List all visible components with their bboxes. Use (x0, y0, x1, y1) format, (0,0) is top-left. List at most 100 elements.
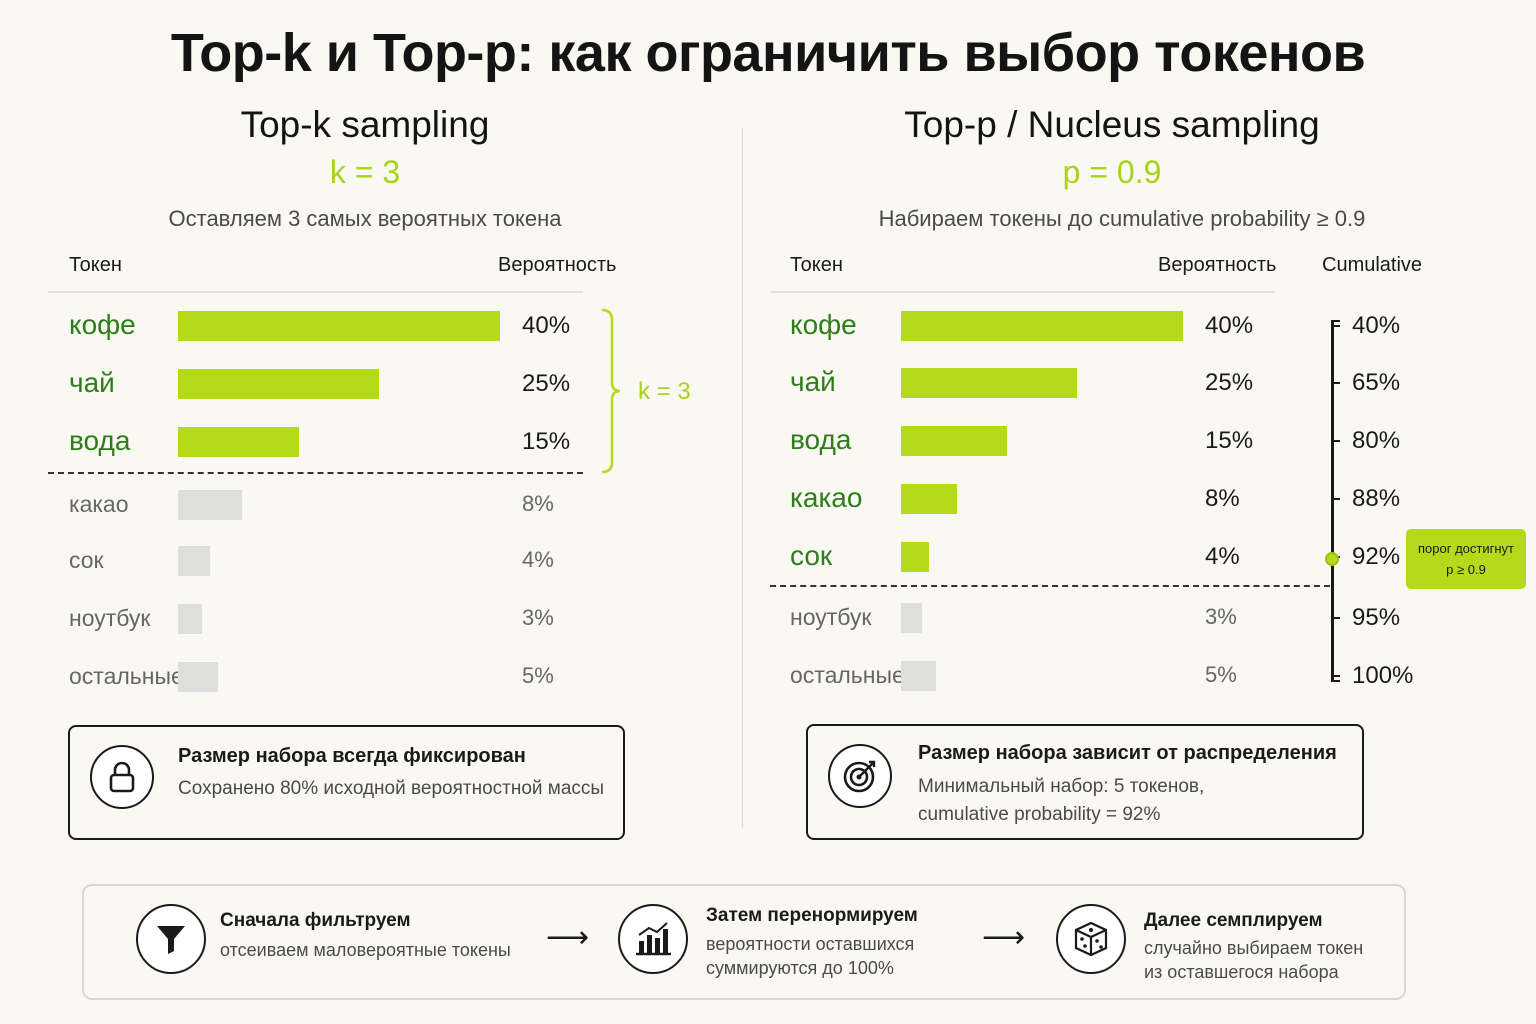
topk-value-label: 4% (522, 547, 554, 572)
topp-bar (901, 542, 930, 572)
topk-param: k = 3 (329, 154, 401, 190)
topk-value-label: 40% (522, 312, 571, 339)
topk-bar (178, 662, 219, 692)
topp-token-label: кофе (790, 309, 857, 340)
topp-col-cumulative: Cumulative (1322, 254, 1423, 276)
topk-value-label: 25% (522, 370, 571, 397)
cumulative-axis (1331, 320, 1334, 682)
topk-card-text: Сохранено 80% исходной вероятностной мас… (178, 778, 605, 799)
topp-bar (901, 484, 958, 514)
topp-value-label: 5% (1205, 662, 1237, 687)
topk-bar (178, 369, 380, 399)
cum-axis-bottom-cap (1331, 680, 1340, 682)
cum-tick (1331, 325, 1340, 327)
topk-bar (178, 427, 299, 457)
flow-step-1-text: отсеиваем маловероятные токены (220, 940, 511, 960)
topp-token-label: какао (790, 482, 863, 513)
topk-token-label: ноутбук (69, 605, 151, 631)
cum-tick (1331, 382, 1340, 384)
topk-bar (178, 490, 243, 520)
topk-token-label: сок (69, 547, 104, 573)
topp-card-text-1: Минимальный набор: 5 токенов, (918, 776, 1205, 797)
topp-card-text-2: cumulative probability = 92% (918, 804, 1161, 825)
topp-value-label: 25% (1205, 369, 1254, 396)
lock-icon (90, 745, 154, 809)
flow-step-2-text-1: вероятности оставшихся (706, 934, 915, 954)
topk-token-label: чай (69, 367, 115, 398)
topp-bar (901, 426, 1007, 456)
topk-token-label: вода (69, 425, 131, 456)
threshold-text-1: порог достигнут (1418, 541, 1514, 556)
topp-col-prob: Вероятность (1158, 254, 1277, 276)
topk-col-token: Токен (69, 254, 122, 276)
flow-arrow-1: ⟶ (546, 921, 590, 954)
cum-value-label: 95% (1352, 604, 1401, 631)
flow-step-3-title: Далее семплируем (1144, 910, 1323, 931)
threshold-text-2: p ≥ 0.9 (1446, 562, 1486, 577)
cum-value-label: 88% (1352, 485, 1401, 512)
topk-bar (178, 604, 203, 634)
topp-title: Top-p / Nucleus sampling (904, 104, 1320, 145)
flow-arrow-2: ⟶ (982, 921, 1026, 954)
topk-bar (178, 546, 211, 576)
topp-info-card: Размер набора зависит от распределения М… (806, 724, 1364, 840)
topp-value-label: 4% (1205, 543, 1240, 570)
topk-title: Top-k sampling (240, 104, 490, 145)
flow-step-1-title: Сначала фильтруем (220, 910, 411, 931)
flow-step-3-text-1: случайно выбираем токен (1144, 938, 1364, 958)
topp-bar (901, 603, 923, 633)
topp-token-label: вода (790, 424, 852, 455)
cum-value-label: 92% (1352, 543, 1401, 570)
topk-value-label: 5% (522, 663, 554, 688)
process-flow: Сначала фильтруем отсеиваем маловероятны… (82, 884, 1406, 1000)
topp-bar (901, 311, 1183, 341)
threshold-badge: порог достигнут p ≥ 0.9 (1406, 529, 1526, 589)
flow-step-2-text-2: суммируются до 100% (706, 958, 894, 978)
topp-value-label: 8% (1205, 485, 1240, 512)
topp-subtitle: Набираем токены до cumulative probabilit… (878, 206, 1366, 231)
topp-header-line (770, 291, 1275, 293)
flow-step-2-title: Затем перенормируем (706, 905, 918, 926)
topk-token-label: остальные (69, 663, 184, 689)
topp-bar (901, 368, 1078, 398)
topp-cutoff-line (770, 585, 1330, 587)
cum-value-label: 100% (1352, 662, 1414, 689)
cum-value-label: 80% (1352, 427, 1401, 454)
topk-token-label: какао (69, 491, 129, 517)
dice-icon (1056, 904, 1126, 974)
topk-value-label: 15% (522, 428, 571, 455)
topk-value-label: 3% (522, 605, 554, 630)
column-divider (742, 128, 743, 828)
topp-token-label: чай (790, 366, 836, 397)
bar-chart-icon (618, 904, 688, 974)
topk-brace-label: k = 3 (638, 378, 691, 405)
topk-header-line (48, 291, 583, 293)
cum-axis-top-cap (1331, 320, 1340, 322)
cum-tick (1331, 675, 1340, 677)
topp-card-title: Размер набора зависит от распределения (918, 742, 1337, 764)
topk-card-title: Размер набора всегда фиксирован (178, 745, 526, 767)
topp-bar (901, 661, 937, 691)
topk-value-label: 8% (522, 491, 554, 516)
topp-token-label: остальные (790, 662, 905, 688)
page-title: Top-k и Top-p: как ограничить выбор токе… (170, 23, 1366, 83)
flow-step-3-text-2: из оставшегося набора (1144, 962, 1339, 982)
topk-info-card: Размер набора всегда фиксирован Сохранен… (68, 725, 625, 840)
topp-param: p = 0.9 (1062, 154, 1162, 190)
topp-value-label: 40% (1205, 312, 1254, 339)
topp-token-label: сок (790, 540, 833, 571)
cum-tick (1331, 440, 1340, 442)
topp-token-label: ноутбук (790, 604, 872, 630)
topk-cutoff-line (48, 472, 583, 474)
threshold-dot (1325, 552, 1339, 566)
topp-col-token: Токен (790, 254, 843, 276)
cum-value-label: 40% (1352, 312, 1401, 339)
topk-brace (601, 308, 621, 474)
target-icon (828, 744, 892, 808)
cum-tick (1331, 617, 1340, 619)
cum-tick (1331, 498, 1340, 500)
topp-value-label: 3% (1205, 604, 1237, 629)
topk-bar (178, 311, 500, 341)
topk-col-prob: Вероятность (498, 254, 617, 276)
cum-value-label: 65% (1352, 369, 1401, 396)
